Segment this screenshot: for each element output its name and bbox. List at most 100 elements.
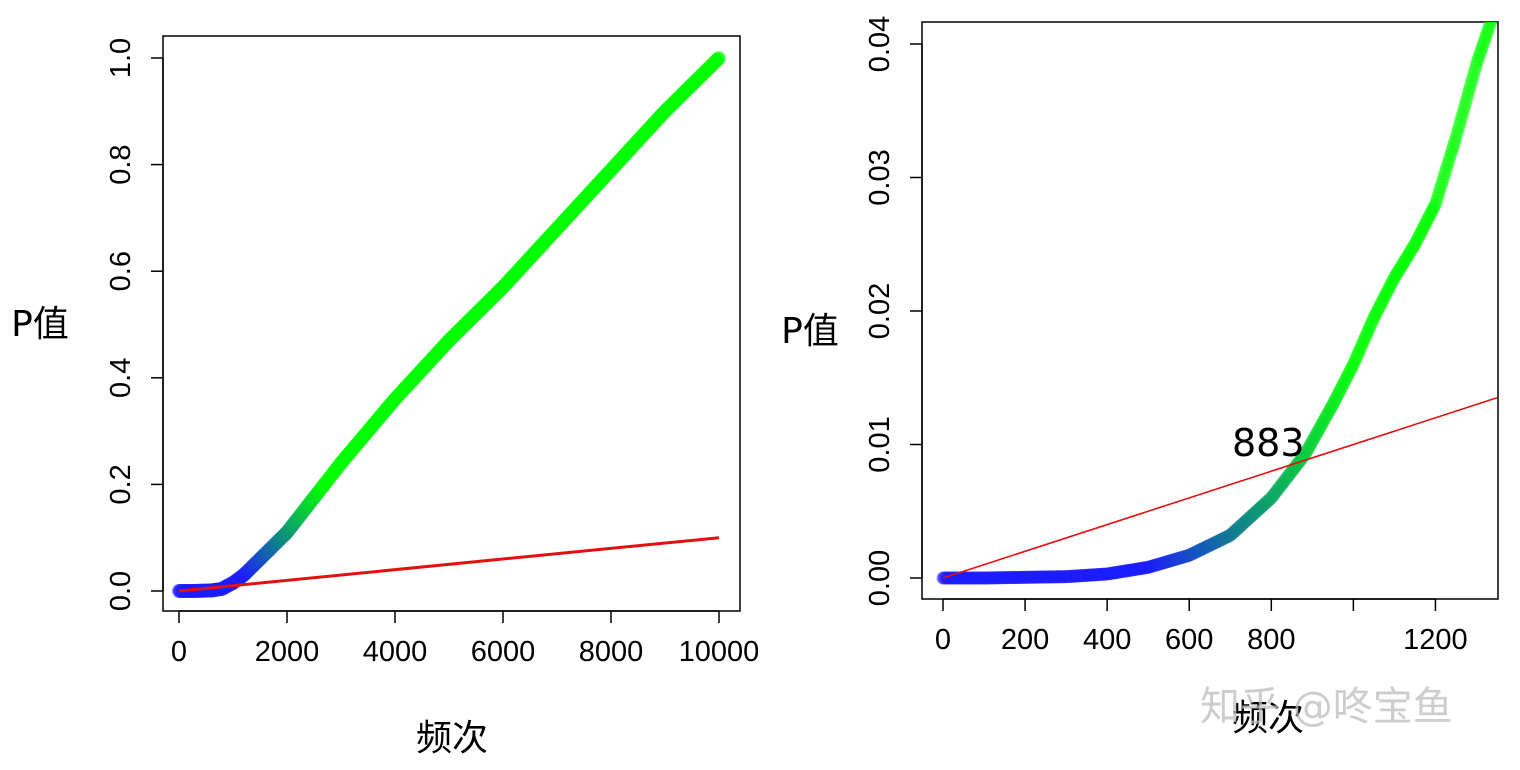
data-point [1339, 372, 1353, 386]
data-point [1244, 509, 1258, 523]
data-point [517, 256, 532, 271]
data-point [1127, 563, 1141, 577]
data-point [952, 571, 966, 585]
data-point [483, 292, 498, 307]
data-point [415, 361, 430, 376]
data-point [1245, 509, 1259, 523]
y-tick-label: 0.0 [105, 571, 137, 611]
data-point [1361, 324, 1375, 338]
data-point [418, 359, 433, 374]
data-point [681, 81, 696, 96]
data-point [280, 525, 294, 540]
data-point [348, 438, 363, 453]
left-plot: 0 2000 4000 6000 8000 10000 0.0 0.2 0.4 0.6 0.8 1.0… [11, 35, 759, 759]
data-point [656, 105, 671, 120]
data-point [635, 128, 650, 143]
data-point [1065, 569, 1079, 583]
data-point [631, 133, 645, 148]
data-point [1019, 570, 1033, 584]
data-point [1291, 457, 1305, 471]
data-point [269, 535, 284, 550]
data-point [1380, 285, 1394, 299]
data-point [292, 509, 307, 524]
data-point [651, 111, 666, 125]
data-point [1456, 106, 1470, 120]
data-point [327, 464, 342, 479]
data-point [454, 321, 469, 336]
data-point [1467, 67, 1481, 81]
data-point [350, 435, 365, 450]
data-point [1069, 569, 1083, 583]
data-point [627, 136, 642, 151]
data-point [1014, 570, 1028, 584]
data-point [1139, 561, 1153, 575]
data-point [459, 315, 474, 330]
data-point [1039, 570, 1053, 584]
data-point [973, 571, 987, 585]
data-point [1106, 566, 1120, 580]
data-point [373, 409, 388, 424]
data-point [381, 399, 396, 414]
data-point [397, 382, 412, 397]
data-point [1378, 289, 1392, 303]
data-point [1422, 210, 1436, 224]
data-point [590, 178, 605, 193]
data-point [686, 76, 701, 91]
data-point [551, 219, 566, 234]
data-point [275, 529, 290, 544]
data-point [1477, 34, 1491, 48]
data-point [426, 350, 441, 365]
data-point [564, 205, 579, 220]
data-point [438, 337, 453, 352]
data-point [550, 220, 565, 235]
data-point [496, 280, 510, 295]
data-point [478, 297, 493, 312]
plot-content [936, 22, 1498, 585]
data-point [409, 368, 424, 383]
data-point [1057, 570, 1071, 584]
data-point [1327, 395, 1341, 409]
data-point [1207, 536, 1221, 550]
data-point [1428, 198, 1442, 212]
data-point [336, 453, 351, 468]
data-point [1331, 387, 1345, 401]
data-point [482, 293, 497, 308]
data-point [472, 303, 487, 318]
data-point [376, 405, 391, 420]
data-point [570, 199, 585, 214]
data-point [274, 530, 289, 545]
data-point [354, 431, 369, 446]
data-point [1379, 287, 1393, 301]
data-point [1180, 549, 1194, 563]
data-point [1267, 487, 1281, 501]
data-point [303, 494, 318, 509]
data-point [1224, 528, 1238, 542]
data-point [577, 191, 592, 206]
y-tick-label: 0.8 [105, 144, 137, 184]
data-point [401, 377, 416, 392]
data-point [707, 55, 722, 70]
data-point [1284, 465, 1298, 479]
data-point [289, 513, 304, 528]
data-point [313, 482, 328, 497]
data-point [610, 156, 625, 171]
data-point [593, 174, 608, 189]
data-point [488, 287, 503, 302]
data-point [449, 325, 464, 340]
data-point [1194, 543, 1208, 557]
data-point [691, 71, 706, 86]
data-point [310, 485, 325, 500]
data-point [652, 110, 667, 125]
data-point [1283, 466, 1297, 480]
data-point [1214, 533, 1228, 547]
data-point [256, 548, 271, 563]
data-point [1048, 570, 1062, 584]
data-point [1075, 569, 1088, 583]
data-point [1348, 353, 1362, 367]
data-point [1034, 570, 1048, 584]
data-point [1115, 565, 1129, 579]
x-tick-label: 200 [1001, 624, 1049, 656]
data-point [1165, 553, 1179, 567]
data-point [1216, 532, 1230, 546]
